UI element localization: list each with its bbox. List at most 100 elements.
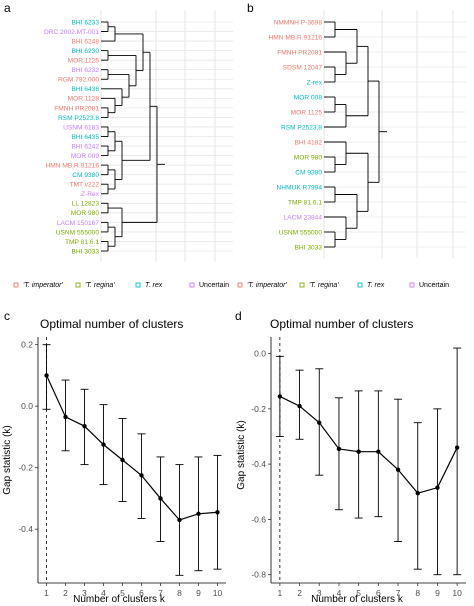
leaf-label: BHI 6233 (72, 19, 100, 26)
x-tick-label: 4 (101, 588, 106, 598)
leaf-label: DRC 2002.MT-001 (44, 29, 99, 36)
panel-c-xlabel: Number of clusters k (73, 594, 166, 605)
y-tick-label: 0.2 (21, 340, 33, 350)
panel-b-gridlines (323, 10, 466, 258)
y-tick-label: 0.0 (21, 401, 33, 411)
gap-point (177, 517, 182, 523)
leaf-label: MOR 1125 (291, 109, 323, 116)
gap-point (196, 511, 201, 517)
legend-panel-b: 'T. imperator' 'T. regina' T. rex Uncertain (237, 282, 449, 289)
x-tick-label: 6 (139, 588, 144, 598)
dendrogram-panel-b: b NMMNH P-3698 HMN MB.R.91216 FMNH PR2081 S… (247, 1, 466, 258)
leaf-label: TMP 81.6.1 (65, 239, 99, 246)
legend-key (189, 282, 195, 288)
leaf-label: BHI 4182 (295, 139, 323, 146)
gap-series-line (45, 375, 218, 521)
leaf-label: HMN MB.R.91216 (268, 34, 322, 41)
leaf-label: USNM 555000 (56, 229, 100, 236)
gap-point (376, 449, 381, 454)
leaf-label: MOR 1128 (68, 96, 100, 103)
panel-c-axes: 0.2 0.0 -0.2 -0.4 1 2 3 4 5 6 7 8 9 10 (18, 337, 226, 598)
legend-label: Uncertain (419, 282, 449, 289)
leaf-label: USNM 6183 (63, 124, 99, 131)
leaf-label: USNM 555000 (279, 229, 323, 236)
panel-c-marks (42, 337, 222, 583)
leaf-label: BHI 6248 (72, 38, 100, 45)
panel-c-ylabel: Gap statistic (k) (2, 425, 13, 494)
error-bar (433, 408, 442, 576)
error-bar (354, 390, 363, 519)
leaf-label: LL 12823 (72, 201, 100, 208)
panel-b-letter: b (247, 1, 254, 15)
panel-d-axes: 0.0 -0.2 -0.4 -0.6 -0.8 1 2 3 4 5 6 7 8 9 10 (251, 337, 466, 598)
x-tick-label: 8 (415, 588, 420, 598)
legend-key (135, 282, 141, 288)
panel-c-title: Optimal number of clusters (40, 317, 183, 331)
x-tick-label: 6 (376, 588, 381, 598)
leaf-label: SDSM 12047 (283, 64, 323, 71)
x-tick-label: 5 (120, 588, 125, 598)
legend-panel-a: 'T. imperator' 'T. regina' T. rex Uncertain (13, 282, 229, 289)
leaf-label: MOR 980 (294, 154, 323, 161)
gap-point (277, 394, 283, 399)
leaf-label: NHMUK R7994 (277, 184, 323, 191)
gap-point (63, 414, 68, 420)
gap-point (415, 490, 420, 496)
leaf-label: Z-Rex (81, 191, 100, 198)
panel-d-marks (275, 337, 462, 583)
panel-b-tree (324, 21, 387, 248)
panel-a-leaf-labels: BHI 6233 DRC 2002.MT-001 BHI 6248 BHI 6230 M… (44, 19, 100, 255)
error-bar (453, 347, 462, 576)
y-tick-label: -0.4 (18, 524, 33, 534)
panel-d-letter: d (235, 309, 242, 323)
leaf-label: RGM 792.000 (58, 77, 99, 84)
leaf-label: BHI 6232 (72, 67, 100, 74)
leaf-label: CM 9380 (295, 169, 322, 176)
x-tick-label: 2 (63, 588, 68, 598)
leaf-label: TMP 81.6.1 (288, 199, 322, 206)
legend-label: T. rex (367, 282, 385, 289)
gap-point (44, 373, 49, 378)
panel-d-title: Optimal number of clusters (270, 317, 413, 331)
legend-key (13, 282, 19, 288)
leaf-label: RSM P2523.8 (281, 124, 322, 131)
leaf-label: BHI 6230 (72, 48, 100, 55)
legend-key (237, 282, 243, 288)
leaf-label: CM 9380 (72, 172, 99, 179)
gap-point (336, 446, 342, 452)
leaf-label: LACM 150167 (57, 220, 99, 227)
y-tick-label: -0.4 (251, 459, 266, 469)
x-tick-label: 4 (337, 588, 342, 598)
leaf-label: MOR 009 (71, 153, 100, 160)
leaf-label: HMN MB.R.91216 (45, 163, 99, 170)
x-tick-label: 9 (435, 588, 440, 598)
legend-label: 'T. regina' (309, 282, 339, 289)
y-tick-label: 0.0 (254, 349, 266, 359)
legend-label: 'T. imperator' (247, 282, 287, 289)
leaf-label: BHI 6242 (72, 143, 100, 150)
panel-a-tree (101, 21, 165, 252)
leaf-label: BHI 6435 (72, 134, 100, 141)
x-tick-label: 8 (177, 588, 182, 598)
leaf-label: MOR 980 (71, 210, 100, 217)
panel-d-ylabel: Gap statistic (k) (236, 420, 247, 489)
x-tick-label: 5 (356, 588, 361, 598)
gap-series-line (279, 395, 458, 494)
x-tick-label: 3 (82, 588, 87, 598)
y-tick-label: -0.8 (251, 570, 266, 580)
panel-d-xlabel: Number of clusters k (311, 594, 404, 605)
leaf-label: FMNH PR2081 (277, 49, 322, 56)
legend-label: 'T. regina' (85, 282, 115, 289)
panel-b-leaf-labels: NMMNH P-3698 HMN MB.R.91216 FMNH PR2081 SDS… (268, 19, 322, 251)
legend-label: T. rex (145, 282, 163, 289)
y-tick-label: -0.6 (251, 514, 266, 524)
leaf-label: FMNH PR2081 (54, 105, 99, 112)
panel-a-letter: a (4, 1, 11, 15)
leaf-label: RSM P2523.8 (58, 115, 99, 122)
y-tick-label: -0.2 (18, 463, 33, 473)
gap-point (317, 420, 322, 425)
leaf-label: LACM 23844 (284, 214, 323, 221)
legend-label: Uncertain (199, 282, 229, 289)
